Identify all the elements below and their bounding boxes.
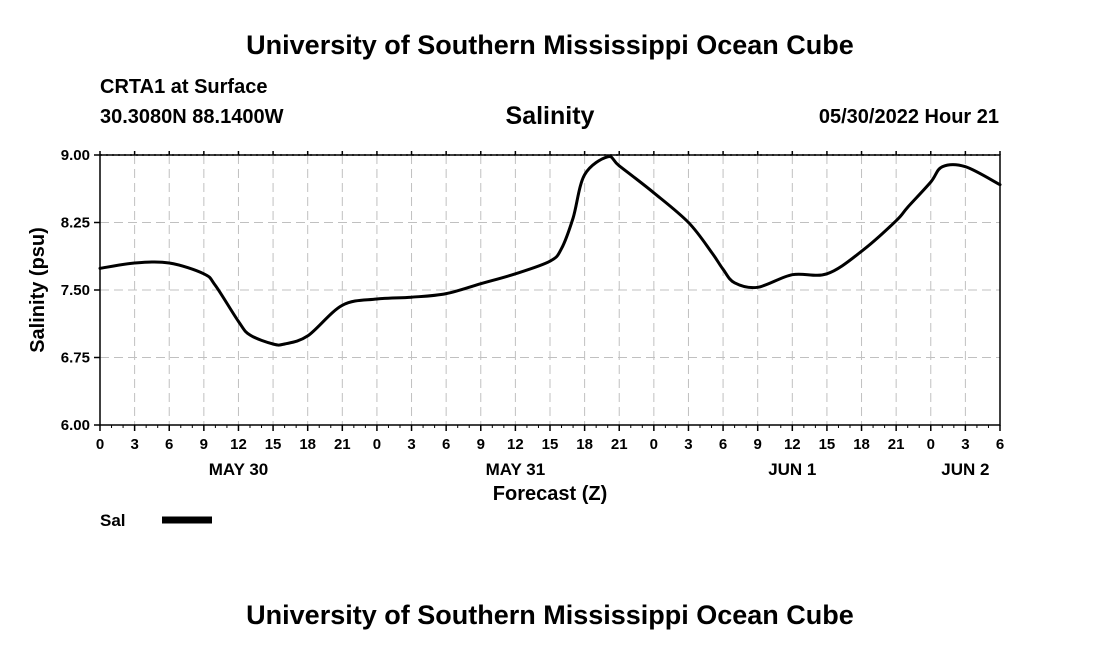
x-tick-label: 21 <box>888 436 905 453</box>
x-tick-label: 3 <box>961 436 969 453</box>
x-tick-label: 9 <box>754 436 762 453</box>
y-axis-title: Salinity (psu) <box>27 227 49 353</box>
page-title: University of Southern Mississippi Ocean… <box>246 30 854 60</box>
x-tick-labels: 0 3 6 9 12 15 18 21 0 3 6 9 12 15 18 21 0 3 6 9 12 15 18 21 0 3 6 <box>96 436 1004 453</box>
x-tick-label: 6 <box>719 436 727 453</box>
x-tick-label: 15 <box>542 436 559 453</box>
x-tick-label: 0 <box>650 436 658 453</box>
x-tick-label: 0 <box>373 436 381 453</box>
x-tick-label: 3 <box>407 436 415 453</box>
x-tick-label: 12 <box>230 436 247 453</box>
x-tick-label: 12 <box>784 436 801 453</box>
grid <box>100 154 1000 426</box>
x-tick-label: 15 <box>265 436 282 453</box>
series-line-sal <box>98 155 1002 347</box>
forecast-datetime: 05/30/2022 Hour 21 <box>818 106 999 128</box>
date-labels: MAY 30 MAY 31 JUN 1 JUN 2 <box>209 460 990 479</box>
y-tick-label: 9.00 <box>61 147 90 164</box>
legend-label: Sal <box>100 511 126 530</box>
y-tick-label: 6.75 <box>61 350 90 367</box>
x-tick-label: 21 <box>334 436 351 453</box>
chart-title: Salinity <box>505 102 595 130</box>
x-tick-label: 6 <box>442 436 450 453</box>
date-label: MAY 30 <box>209 460 269 479</box>
x-tick-label: 21 <box>611 436 628 453</box>
date-label: JUN 2 <box>941 460 989 479</box>
y-tick-label: 7.50 <box>61 282 90 299</box>
y-tick-labels: 6.00 6.75 7.50 8.25 9.00 <box>61 147 90 434</box>
y-tick-label: 8.25 <box>61 215 90 232</box>
x-tick-label: 6 <box>165 436 173 453</box>
date-label: JUN 1 <box>768 460 816 479</box>
x-tick-label: 9 <box>477 436 485 453</box>
x-tick-label: 18 <box>853 436 870 453</box>
station-coords: 30.3080N 88.1400W <box>100 106 284 128</box>
x-tick-label: 3 <box>130 436 138 453</box>
x-tick-label: 3 <box>684 436 692 453</box>
x-tick-label: 0 <box>96 436 104 453</box>
station-label: CRTA1 at Surface <box>100 76 268 98</box>
ticks <box>94 151 1001 431</box>
footer-title: University of Southern Mississippi Ocean… <box>246 600 854 630</box>
legend: Sal <box>100 511 212 530</box>
x-tick-label: 0 <box>927 436 935 453</box>
x-axis-title: Forecast (Z) <box>493 483 607 505</box>
x-tick-label: 9 <box>200 436 208 453</box>
x-tick-label: 18 <box>299 436 316 453</box>
date-label: MAY 31 <box>486 460 546 479</box>
x-tick-label: 15 <box>819 436 836 453</box>
y-tick-label: 6.00 <box>61 417 90 434</box>
x-tick-label: 12 <box>507 436 524 453</box>
x-tick-label: 18 <box>576 436 593 453</box>
x-tick-label: 6 <box>996 436 1004 453</box>
